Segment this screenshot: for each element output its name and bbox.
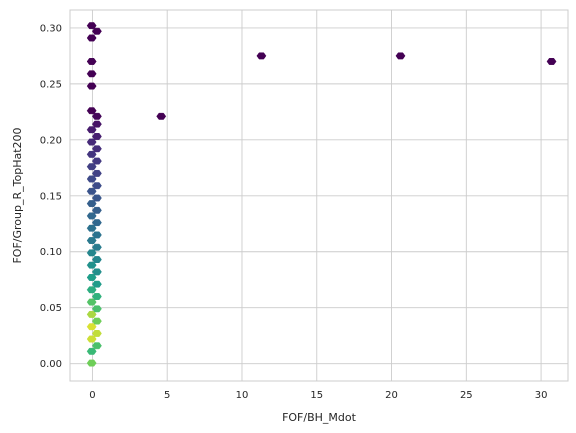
y-tick-labels: 0.00 0.05 0.10 0.15 0.20 0.25 0.30	[40, 23, 62, 370]
x-tick-label: 10	[236, 390, 249, 401]
y-tick-label: 0.05	[40, 303, 62, 314]
plot-frame	[69, 9, 569, 382]
hexbin-cell	[92, 169, 102, 177]
hexbin-cell	[92, 293, 102, 300]
y-tick-label: 0.20	[40, 135, 62, 146]
grid-layer	[70, 10, 568, 381]
hexbin-layer	[86, 22, 557, 367]
hexbin-cell	[92, 243, 102, 251]
y-tick-label: 0.25	[40, 79, 62, 90]
x-tick-label: 0	[89, 390, 95, 401]
hexbin-cell	[92, 317, 102, 325]
hexbin-cell	[92, 231, 102, 239]
x-tick-label: 5	[164, 390, 170, 401]
hexbin-cell	[92, 120, 102, 128]
x-tick-label: 25	[460, 390, 473, 401]
hexbin-cell	[92, 145, 102, 153]
hexbin-cell	[92, 280, 102, 288]
hexbin-cell	[86, 34, 97, 42]
x-tick-label: 20	[385, 390, 398, 401]
hexbin-cell	[92, 27, 102, 35]
hexbin-cell	[92, 256, 102, 264]
hexbin-cell	[92, 305, 102, 313]
hexbin-cell	[256, 52, 267, 60]
hexbin-cell	[156, 112, 167, 120]
hexbin-cell	[92, 194, 102, 202]
hexbin-cell	[86, 70, 97, 78]
y-tick-label: 0.30	[40, 23, 62, 34]
hexbin-cell	[86, 82, 97, 90]
x-tick-labels: 0 5 10 15 20 25 30	[89, 390, 547, 401]
hexbin-cell	[92, 133, 102, 140]
y-axis-label: FOF/Group_R_TopHat200	[11, 127, 24, 263]
hexbin-cell	[86, 22, 97, 30]
hexbin-cell	[92, 206, 102, 214]
hexbin-cell	[86, 359, 97, 367]
hexbin-cell	[92, 268, 102, 276]
y-tick-label: 0.00	[40, 359, 62, 370]
hexbin-cell	[92, 182, 102, 190]
hexbin-cell	[546, 58, 557, 65]
x-tick-label: 30	[535, 390, 548, 401]
x-axis-label: FOF/BH_Mdot	[282, 411, 357, 424]
x-tick-label: 15	[310, 390, 323, 401]
hexbin-cell	[92, 157, 102, 165]
hexbin-cell	[92, 342, 102, 350]
y-tick-label: 0.15	[40, 191, 62, 202]
hexbin-cell	[92, 219, 102, 227]
hexbin-cell	[395, 52, 406, 60]
hexbin-cell	[92, 330, 102, 337]
y-tick-label: 0.10	[40, 247, 62, 258]
hexbin-cell	[86, 58, 97, 65]
hexbin-cell	[92, 112, 102, 120]
hexbin-cell	[86, 107, 97, 115]
